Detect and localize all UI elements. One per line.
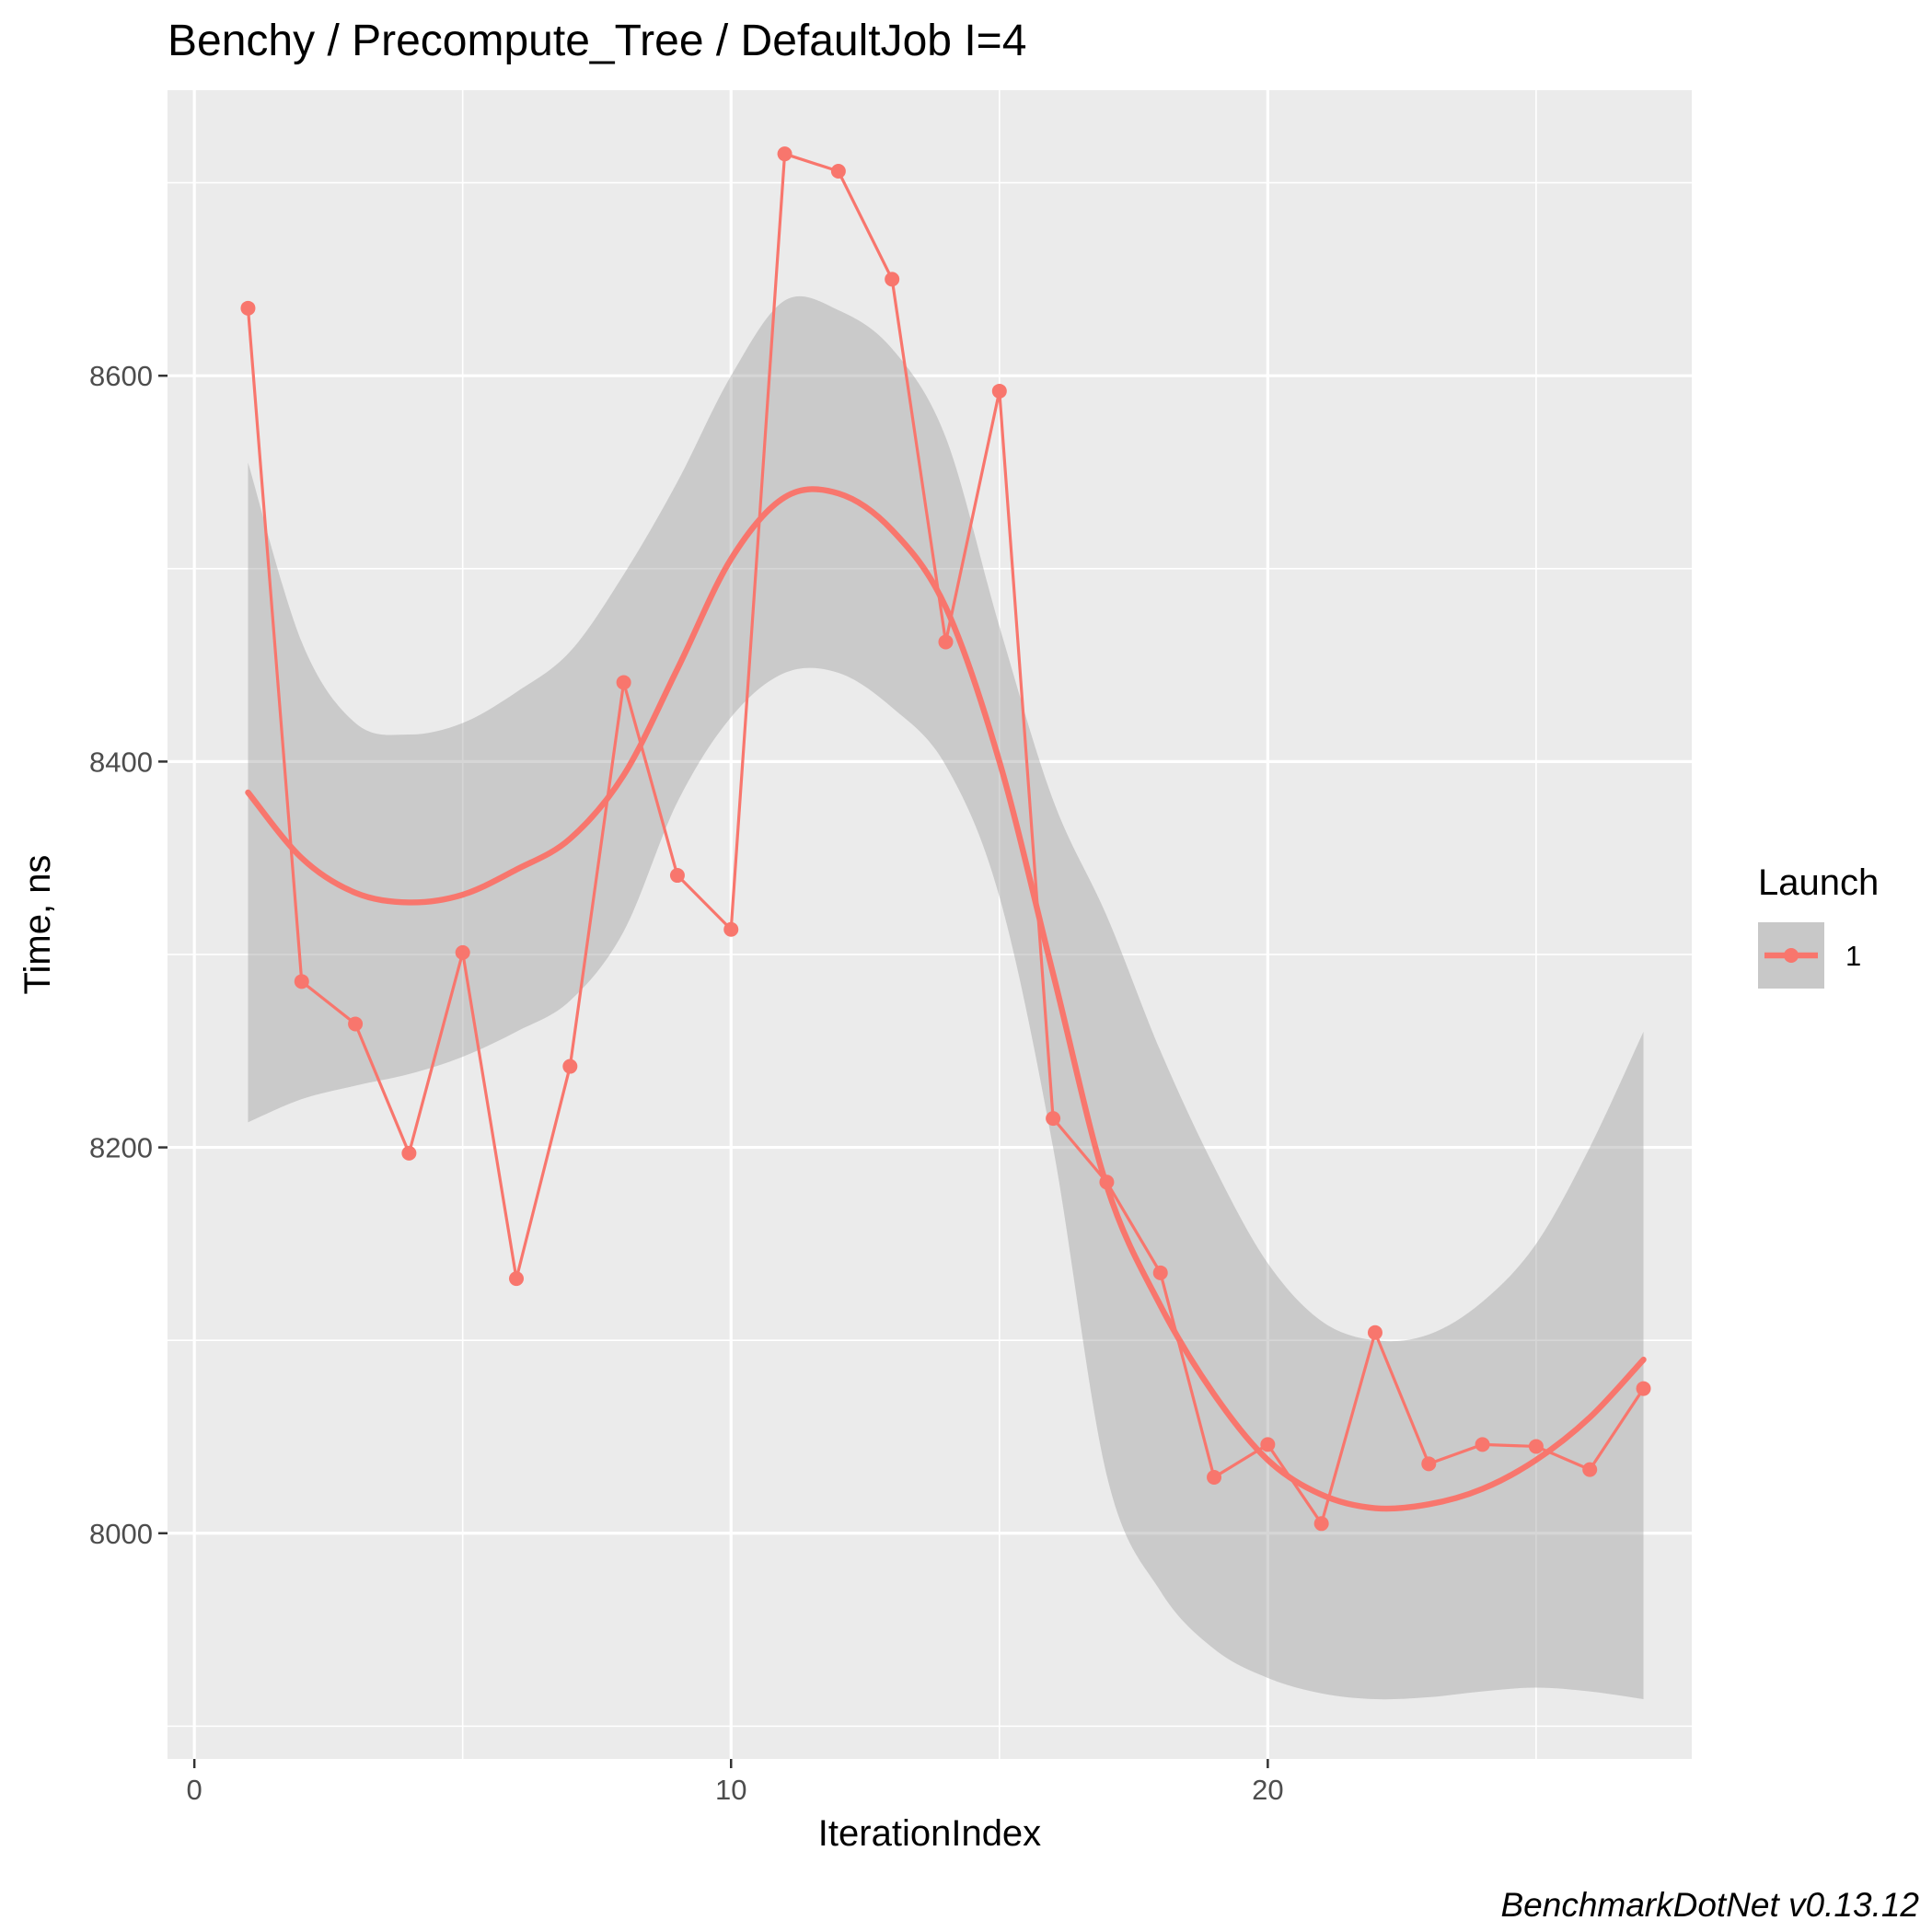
data-point <box>830 164 846 179</box>
data-point <box>1207 1469 1222 1485</box>
x-tick-label: 20 <box>1252 1774 1283 1806</box>
y-tick-label: 8200 <box>89 1132 153 1164</box>
data-point <box>1260 1437 1276 1452</box>
data-point <box>1099 1174 1115 1190</box>
data-point <box>938 634 954 650</box>
legend: Launch 1 <box>1758 862 1879 989</box>
caption: BenchmarkDotNet v0.13.12 <box>1500 1886 1919 1924</box>
data-point <box>1528 1439 1544 1454</box>
data-point <box>1367 1325 1382 1340</box>
data-point <box>1636 1381 1651 1396</box>
data-point <box>401 1145 417 1161</box>
smooth-fit-line <box>245 486 1647 1512</box>
data-points <box>240 146 1651 1532</box>
data-point <box>294 974 309 989</box>
axes: 8000 8200 8400 8600 0 10 20 <box>89 360 1284 1806</box>
x-axis-label: IterationIndex <box>818 1813 1041 1854</box>
data-point <box>1475 1437 1490 1452</box>
confidence-band <box>248 295 1644 1700</box>
confidence-band-area <box>248 295 1644 1700</box>
data-point <box>1421 1456 1437 1472</box>
data-point <box>991 383 1007 399</box>
chart-title: Benchy / Precompute_Tree / DefaultJob I=… <box>168 17 1026 65</box>
data-point <box>885 272 900 287</box>
data-point <box>348 1016 364 1032</box>
x-tick-label: 0 <box>187 1774 202 1806</box>
data-point <box>723 921 739 937</box>
data-point <box>616 675 631 690</box>
y-axis-label: Time, ns <box>17 855 58 995</box>
legend-entry-label: 1 <box>1845 940 1861 972</box>
data-point <box>1152 1265 1168 1280</box>
data-point <box>777 146 792 162</box>
data-point <box>1313 1516 1329 1532</box>
y-tick-label: 8400 <box>89 746 153 778</box>
legend-title: Launch <box>1758 862 1879 903</box>
data-point <box>509 1271 525 1287</box>
y-tick-label: 8000 <box>89 1518 153 1550</box>
y-tick-label: 8600 <box>89 360 153 392</box>
smooth-line-layer <box>245 486 1647 1512</box>
data-point <box>455 944 470 960</box>
data-point <box>1046 1111 1061 1127</box>
data-point <box>562 1059 578 1074</box>
x-tick-label: 10 <box>715 1774 746 1806</box>
data-point <box>1582 1462 1598 1477</box>
data-point <box>669 868 685 884</box>
plot-panel <box>168 90 1692 1759</box>
legend-key-point <box>1784 948 1799 963</box>
data-point <box>240 300 256 316</box>
